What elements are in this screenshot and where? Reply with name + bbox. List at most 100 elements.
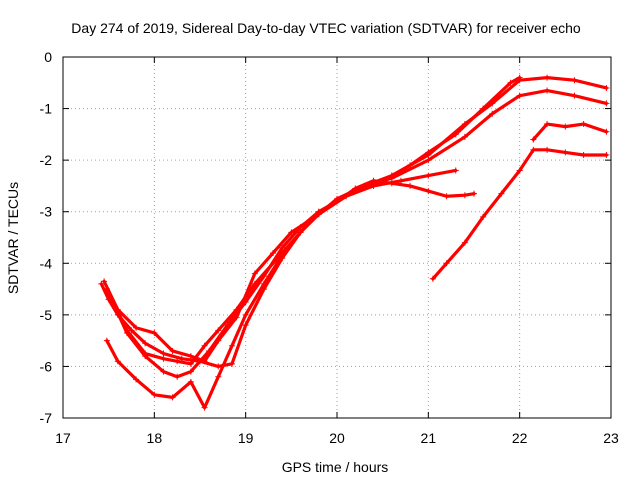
data-point <box>443 193 450 200</box>
data-point <box>228 360 235 367</box>
data-point <box>544 87 551 94</box>
data-point <box>187 378 194 385</box>
data-point <box>516 167 523 174</box>
data-point <box>260 280 267 287</box>
data-point <box>530 146 537 153</box>
data-point <box>279 252 286 259</box>
y-tick-label: -7 <box>40 410 53 426</box>
y-tick-label: 0 <box>44 49 52 65</box>
data-point <box>571 77 578 84</box>
data-point <box>206 347 213 354</box>
data-point <box>580 121 587 128</box>
data-point <box>498 190 505 197</box>
series-trace-7 <box>531 122 609 142</box>
data-point <box>297 229 304 236</box>
data-point <box>151 329 158 336</box>
data-point <box>480 213 487 220</box>
data-point <box>530 136 537 143</box>
data-point <box>242 298 249 305</box>
data-point <box>160 355 167 362</box>
x-axis-label: GPS time / hours <box>282 459 389 475</box>
data-point <box>215 363 222 370</box>
data-point <box>251 270 258 277</box>
data-point <box>580 151 587 158</box>
data-point <box>160 368 167 375</box>
data-point <box>201 404 208 411</box>
data-point <box>562 123 569 130</box>
y-tick-label: -6 <box>40 358 53 374</box>
data-point <box>425 172 432 179</box>
data-point <box>288 229 295 236</box>
data-point <box>224 322 231 329</box>
data-point <box>429 275 436 282</box>
data-traces <box>98 74 610 411</box>
data-point <box>201 358 208 365</box>
data-point <box>516 92 523 99</box>
data-point <box>425 157 432 164</box>
y-tick-label: -2 <box>40 152 53 168</box>
data-point <box>397 177 404 184</box>
data-point <box>123 329 130 336</box>
data-point <box>603 84 610 91</box>
data-point <box>103 286 110 293</box>
data-point <box>544 121 551 128</box>
data-point <box>544 146 551 153</box>
axes: 17 18 19 20 21 22 23 0 -1 -2 -3 -4 -5 -6 -7 <box>40 49 619 446</box>
series-trace-1 <box>99 179 476 369</box>
data-point <box>174 358 181 365</box>
data-point <box>603 151 610 158</box>
data-point <box>352 188 359 195</box>
data-point <box>101 278 108 285</box>
data-point <box>215 327 222 334</box>
data-point <box>151 391 158 398</box>
data-point <box>242 311 249 318</box>
x-tick-label: 19 <box>238 430 254 446</box>
x-tick-label: 18 <box>147 430 163 446</box>
data-point <box>388 172 395 179</box>
data-point <box>489 110 496 117</box>
data-point <box>187 368 194 375</box>
series-trace-3 <box>105 88 609 366</box>
data-point <box>507 79 514 86</box>
data-point <box>169 347 176 354</box>
y-tick-label: -4 <box>40 255 53 271</box>
data-point <box>228 342 235 349</box>
data-point <box>461 192 468 199</box>
y-tick-label: -1 <box>40 101 53 117</box>
data-point <box>242 322 249 329</box>
data-point <box>174 373 181 380</box>
data-point <box>425 149 432 156</box>
data-point <box>562 149 569 156</box>
chart-title: Day 274 of 2019, Sidereal Day-to-day VTE… <box>71 20 581 36</box>
data-point <box>452 167 459 174</box>
data-point <box>270 249 277 256</box>
data-point <box>334 198 340 205</box>
data-point <box>215 373 222 380</box>
y-tick-label: -5 <box>40 307 53 323</box>
data-point <box>471 190 477 197</box>
x-tick-label: 22 <box>512 430 528 446</box>
data-point <box>142 353 149 360</box>
x-tick-label: 20 <box>329 430 345 446</box>
data-point <box>480 105 487 112</box>
data-point <box>315 208 322 215</box>
data-point <box>544 74 551 81</box>
data-point <box>407 182 414 189</box>
data-point <box>169 394 176 401</box>
data-point <box>297 224 304 231</box>
data-point <box>443 260 450 267</box>
data-point <box>98 280 105 287</box>
x-tick-label: 23 <box>603 430 619 446</box>
grid-lines <box>63 57 611 418</box>
data-point <box>133 376 140 383</box>
data-point <box>407 162 414 169</box>
series-trace-5 <box>105 76 522 410</box>
x-tick-label: 21 <box>421 430 437 446</box>
data-point <box>201 342 208 349</box>
y-axis-label: SDTVAR / TECUs <box>5 182 21 294</box>
data-point <box>425 188 432 195</box>
y-tick-label: -3 <box>40 204 53 220</box>
data-point <box>370 182 377 189</box>
data-point <box>260 273 267 280</box>
